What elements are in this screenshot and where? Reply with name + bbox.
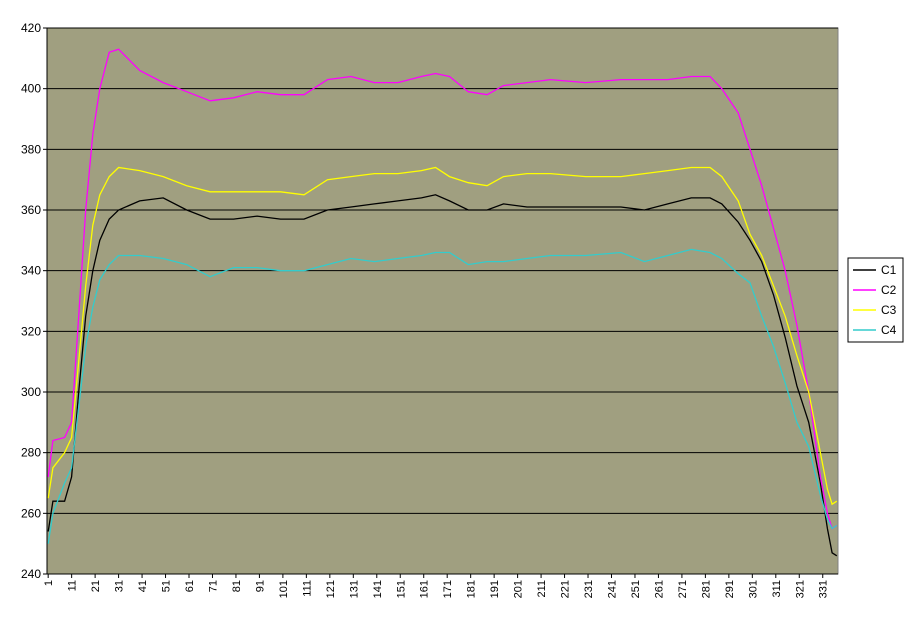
x-tick-label: 61 <box>184 580 196 592</box>
x-tick-label: 271 <box>677 580 689 598</box>
x-tick-label: 211 <box>536 580 548 598</box>
x-tick-label: 251 <box>630 580 642 598</box>
x-tick-label: 81 <box>231 580 243 592</box>
series-line <box>47 48 838 530</box>
x-tick-label: 291 <box>724 580 736 598</box>
x-tick-label: 111 <box>301 580 313 597</box>
legend-label: C4 <box>881 323 897 337</box>
x-tick-label: 321 <box>794 580 806 598</box>
legend-label: C3 <box>881 303 897 317</box>
x-tick-label: 1 <box>43 580 55 586</box>
x-tick-label: 221 <box>560 580 572 598</box>
x-tick-label: 161 <box>419 580 431 598</box>
series-line <box>47 166 838 506</box>
y-tick-label: 340 <box>21 264 41 278</box>
x-tick-label: 191 <box>489 580 501 598</box>
x-tick-label: 51 <box>161 580 173 592</box>
x-tick-label: 241 <box>606 580 618 598</box>
x-tick-label: 281 <box>700 580 712 598</box>
plot-area <box>46 27 839 575</box>
legend-label: C1 <box>881 263 897 277</box>
x-tick-label: 331 <box>818 580 830 598</box>
x-tick-label: 301 <box>747 580 759 598</box>
x-tick-label: 261 <box>653 580 665 598</box>
x-tick-label: 151 <box>395 580 407 598</box>
x-tick-label: 131 <box>348 580 360 598</box>
x-tick-label: 91 <box>254 580 266 592</box>
x-tick-label: 141 <box>372 580 384 598</box>
x-tick-label: 311 <box>771 580 783 598</box>
x-tick-label: 101 <box>278 580 290 598</box>
x-tick-label: 231 <box>583 580 595 598</box>
y-tick-label: 300 <box>21 385 41 399</box>
y-tick-label: 360 <box>21 203 41 217</box>
series-line <box>47 248 838 544</box>
y-tick-label: 320 <box>21 324 41 338</box>
x-tick-label: 201 <box>513 580 525 598</box>
y-tick-label: 400 <box>21 82 41 96</box>
x-tick-label: 171 <box>442 580 454 598</box>
y-tick-label: 420 <box>21 21 41 35</box>
y-tick-label: 240 <box>21 567 41 581</box>
x-tick-label: 31 <box>114 580 126 592</box>
y-tick-label: 260 <box>21 506 41 520</box>
x-tick-label: 21 <box>90 580 102 592</box>
x-tick-label: 71 <box>207 580 219 592</box>
x-tick-label: 121 <box>325 580 337 598</box>
y-tick-label: 280 <box>21 446 41 460</box>
y-tick-label: 380 <box>21 142 41 156</box>
x-tick-label: 11 <box>67 580 79 591</box>
x-tick-label: 181 <box>466 580 478 598</box>
x-tick-label: 41 <box>137 580 149 592</box>
series-line <box>47 194 838 557</box>
legend-box <box>847 257 904 343</box>
legend-label: C2 <box>881 283 897 297</box>
